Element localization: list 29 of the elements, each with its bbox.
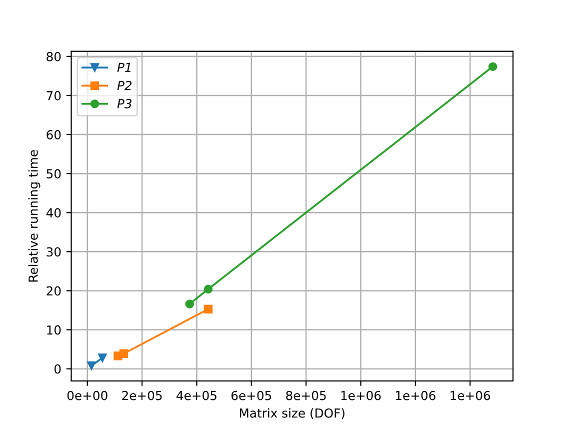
y-tick-label: 60: [46, 130, 61, 140]
x-tick-label: 2e+05: [122, 390, 162, 400]
point: [119, 349, 128, 358]
y-tick-label: 70: [46, 91, 61, 100]
y-tick-label: 30: [46, 247, 61, 257]
x-tick-label: 0e+00: [67, 390, 108, 400]
point: [204, 304, 213, 314]
y-tick-label: 20: [46, 286, 61, 296]
legend-label: P1: [117, 62, 130, 72]
x-tick-label: 1e+06: [450, 390, 490, 400]
y-tick-label: 0: [54, 364, 61, 374]
point: [204, 284, 213, 294]
y-tick-label: 10: [47, 325, 61, 335]
x-tick-label: 4e+05: [176, 390, 216, 400]
y-tick-label: 80: [46, 52, 61, 62]
x-axis-title: Matrix size (DOF): [240, 408, 344, 420]
x-tick-label: 1e+06: [396, 390, 436, 400]
x-tick-label: 1e+06: [341, 390, 381, 400]
point: [98, 354, 107, 362]
point: [185, 300, 194, 308]
legend-label: P3: [117, 98, 132, 108]
x-tick-label: 8e+05: [286, 390, 326, 400]
y-tick-label: 40: [46, 208, 61, 218]
point: [87, 361, 96, 370]
x-tick-label: 6e+05: [231, 390, 272, 400]
y-tick-label: 50: [46, 169, 61, 178]
y-axis-title: Relative running time: [28, 150, 40, 282]
point: [488, 62, 498, 71]
legend-label: P2: [117, 80, 132, 90]
